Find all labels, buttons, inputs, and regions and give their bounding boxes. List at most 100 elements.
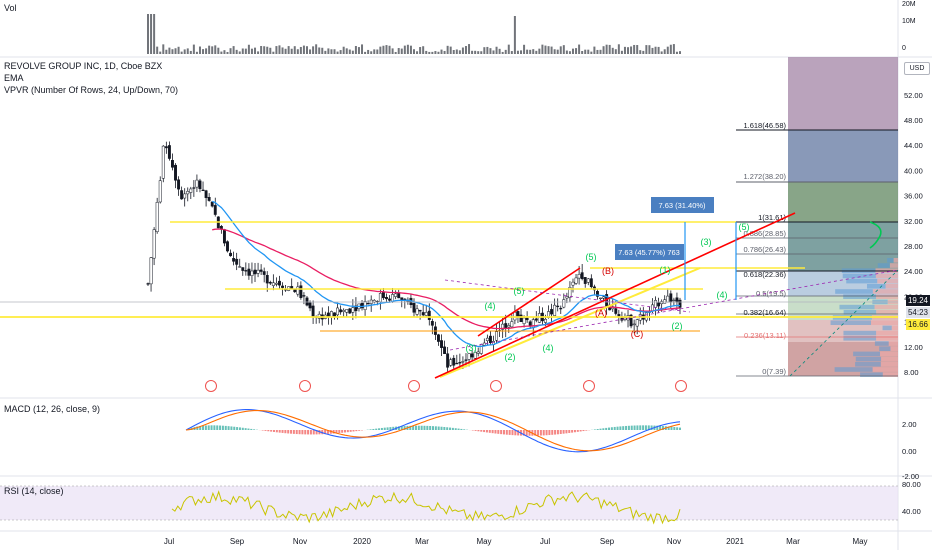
vpvr-bar-down	[872, 367, 898, 372]
candle-body	[550, 309, 554, 315]
volume-bar	[156, 46, 159, 54]
macd-histogram-bar	[386, 427, 389, 430]
macd-histogram-bar	[460, 428, 463, 430]
candle-body	[657, 302, 661, 307]
candle-body	[299, 285, 303, 298]
vpvr-bar-up	[855, 356, 882, 362]
macd-histogram-bar	[636, 425, 639, 430]
candle-body	[229, 252, 233, 257]
volume-bar	[229, 48, 232, 54]
candle-body	[534, 318, 538, 321]
volume-bar	[171, 49, 174, 54]
macd-histogram-bar	[326, 430, 329, 434]
candle-body	[537, 313, 541, 323]
macd-histogram-bar	[454, 428, 457, 430]
candle-body	[259, 269, 263, 272]
candle-body	[241, 267, 245, 271]
volume-bar	[150, 14, 153, 54]
ema-legend[interactable]: EMA	[4, 73, 24, 83]
candle-body	[678, 299, 682, 308]
macd-histogram-bar	[292, 430, 295, 434]
volume-bar	[287, 46, 290, 54]
macd-histogram-bar	[650, 425, 653, 430]
candle-body	[378, 293, 382, 303]
volume-bar	[440, 49, 443, 54]
candle-body	[354, 305, 358, 312]
volume-bar	[168, 47, 171, 54]
earnings-icon-4[interactable]	[583, 380, 595, 392]
volume-bar	[568, 51, 571, 54]
volume-bar	[391, 48, 394, 54]
volume-bar	[627, 47, 630, 54]
candle-body	[186, 191, 190, 195]
candle-body	[174, 164, 177, 181]
volume-bar	[669, 44, 672, 54]
volume-bar	[489, 48, 492, 54]
candle-body	[507, 325, 511, 328]
macd-histogram-bar	[213, 425, 216, 430]
earnings-icon-5[interactable]	[675, 380, 687, 392]
macd-histogram-bar	[480, 430, 483, 432]
volume-bar	[244, 48, 247, 54]
candle-body	[326, 312, 330, 317]
rsi-title[interactable]: RSI (14, close)	[4, 486, 64, 496]
candle-body	[519, 314, 523, 322]
volume-bar	[250, 48, 253, 54]
macd-histogram-bar	[227, 426, 230, 430]
volume-bar	[275, 46, 278, 54]
volume-bar	[666, 46, 669, 54]
macd-histogram-bar	[423, 425, 426, 430]
volume-bar	[379, 46, 382, 54]
volume-bar	[520, 50, 523, 54]
candle-body	[488, 335, 492, 344]
volume-bar	[550, 46, 553, 54]
vpvr-bar-up	[874, 341, 889, 346]
macd-histogram-bar	[349, 430, 352, 432]
vpvr-legend[interactable]: VPVR (Number Of Rows, 24, Up/Down, 70)	[4, 85, 179, 95]
volume-bar	[654, 46, 657, 54]
macd-histogram-bar	[582, 430, 585, 432]
macd-histogram-bar	[219, 425, 222, 430]
volume-bar	[679, 51, 681, 54]
candle-body	[663, 299, 667, 304]
macd-histogram-bar	[429, 425, 432, 430]
candle-body	[333, 312, 336, 317]
candle-body	[271, 282, 275, 286]
fib-0236-label: 0.236(13.11)	[744, 331, 786, 340]
macd-histogram-bar	[639, 425, 642, 430]
volume-bar	[373, 49, 376, 54]
candle-body	[437, 334, 440, 342]
macd-histogram-bar	[627, 425, 630, 430]
vpvr-bar-up	[879, 346, 891, 351]
volume-bar	[434, 51, 437, 54]
currency-button[interactable]: USD	[904, 62, 930, 75]
volume-bar	[321, 47, 324, 54]
vpvr-bar-down	[888, 341, 898, 346]
measure-box-1: 7.63 (31.40%)	[658, 201, 706, 210]
volume-bar	[593, 46, 596, 54]
symbol-title[interactable]: REVOLVE GROUP INC, 1D, Cboe BZX	[4, 61, 163, 71]
volume-bar	[471, 50, 474, 54]
candle-body	[222, 229, 226, 244]
candle-body	[473, 352, 477, 359]
last-price-tag: 19.24	[906, 295, 930, 306]
volume-bar	[541, 44, 544, 54]
volume-bar	[584, 49, 587, 54]
candle-body	[654, 300, 657, 308]
volume-bar	[416, 51, 419, 54]
earnings-icon-2[interactable]	[408, 380, 420, 392]
macd-histogram-bar	[537, 430, 540, 436]
earnings-icon-3[interactable]	[490, 380, 502, 392]
candle-body	[366, 303, 370, 305]
macd-histogram-bar	[358, 430, 361, 431]
earnings-icon-0[interactable]	[205, 380, 217, 392]
price-axis-tick-4: 36.00	[904, 192, 923, 201]
fib-0618-label: 0.618(22.36)	[743, 270, 786, 279]
macd-title[interactable]: MACD (12, 26, close, 9)	[4, 404, 101, 414]
candle-body	[415, 308, 419, 315]
candle-body	[351, 307, 355, 313]
macd-histogram-bar	[202, 425, 205, 430]
volume-bar	[272, 51, 275, 54]
earnings-icon-1[interactable]	[299, 380, 311, 392]
